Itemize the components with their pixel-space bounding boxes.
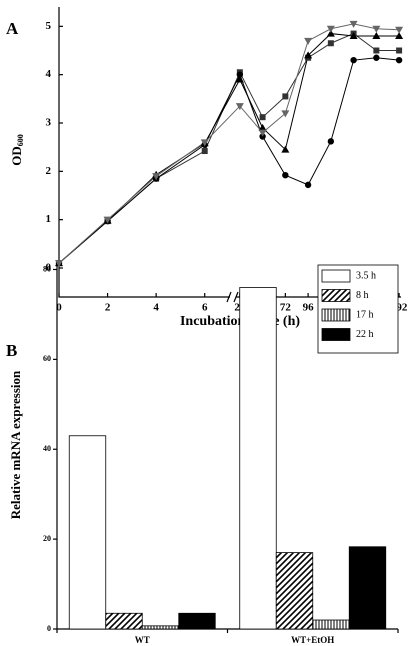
axis-break <box>226 291 239 303</box>
bar <box>239 287 277 630</box>
marker <box>281 110 290 118</box>
marker <box>152 173 161 181</box>
marker <box>349 32 358 39</box>
y-axis-title: OD600 <box>9 134 25 166</box>
x-tick-label: WT <box>135 635 150 645</box>
y-tick-label: 4 <box>46 68 52 80</box>
marker <box>372 25 381 33</box>
legend-swatch <box>321 308 351 322</box>
legend-label: 22 h <box>356 329 374 340</box>
marker <box>200 139 209 147</box>
bar <box>275 552 314 630</box>
marker <box>259 114 266 121</box>
series-line <box>58 33 400 264</box>
bar <box>141 625 180 630</box>
marker <box>235 75 244 83</box>
marker <box>349 20 358 28</box>
y-tick-label: 5 <box>46 20 52 32</box>
marker <box>395 26 404 34</box>
marker <box>326 25 335 33</box>
y-tick-label: 2 <box>46 165 52 177</box>
marker <box>103 216 112 224</box>
y-axis-title-sub: 600 <box>16 134 25 146</box>
bar <box>105 612 143 630</box>
marker <box>372 32 381 39</box>
marker <box>258 129 267 137</box>
panel-label: B <box>6 341 17 360</box>
marker <box>55 260 63 268</box>
marker <box>304 51 313 59</box>
x-tick-label: 0 <box>56 302 62 314</box>
marker <box>396 47 403 54</box>
y-tick-label: 3 <box>46 117 52 129</box>
y-tick-label: 80 <box>43 264 51 273</box>
marker <box>395 56 403 64</box>
x-tick-label: 4 <box>153 302 159 314</box>
marker <box>373 54 380 61</box>
y-axis-title-main: OD <box>9 146 24 166</box>
bar <box>312 619 350 630</box>
marker <box>236 71 244 78</box>
y-tick-label: 40 <box>43 444 51 453</box>
bar <box>68 435 107 630</box>
legend-swatch <box>321 289 351 302</box>
x-tick-label: 72 <box>280 302 292 314</box>
marker <box>201 148 208 155</box>
marker <box>373 47 380 54</box>
y-tick-label: 20 <box>43 534 51 543</box>
marker <box>350 56 357 64</box>
marker <box>282 93 289 100</box>
legend-label: 17 h <box>356 309 374 320</box>
y-tick-label: 0 <box>46 262 52 274</box>
series-line <box>58 57 400 264</box>
legend-swatch <box>321 328 351 341</box>
x-tick-label: 6 <box>202 302 208 314</box>
series-line <box>58 23 400 264</box>
marker <box>395 32 404 39</box>
marker <box>304 181 312 189</box>
legend-label: 3.5 h <box>356 270 376 281</box>
legend-swatch <box>321 269 351 283</box>
marker <box>258 123 267 131</box>
marker <box>326 29 335 37</box>
y-tick-label: 0 <box>47 624 51 633</box>
series-line <box>58 33 400 264</box>
y-tick-label: 1 <box>46 213 52 225</box>
marker <box>304 37 313 45</box>
y-tick-label: 60 <box>43 354 51 363</box>
marker <box>235 103 244 111</box>
marker <box>327 138 335 145</box>
panel-label: A <box>6 19 19 38</box>
legend-label: 8 h <box>356 290 369 301</box>
x-tick-label: 2 <box>105 302 111 314</box>
marker <box>327 40 334 47</box>
x-tick-label: 96 <box>303 302 315 314</box>
bar <box>348 546 387 630</box>
y-axis-title: Relative mRNA expression <box>8 370 23 519</box>
bar <box>178 612 216 630</box>
marker <box>281 145 290 153</box>
marker <box>282 172 289 179</box>
x-tick-label: WT+EtOH <box>291 635 334 645</box>
axis-line <box>58 7 401 298</box>
